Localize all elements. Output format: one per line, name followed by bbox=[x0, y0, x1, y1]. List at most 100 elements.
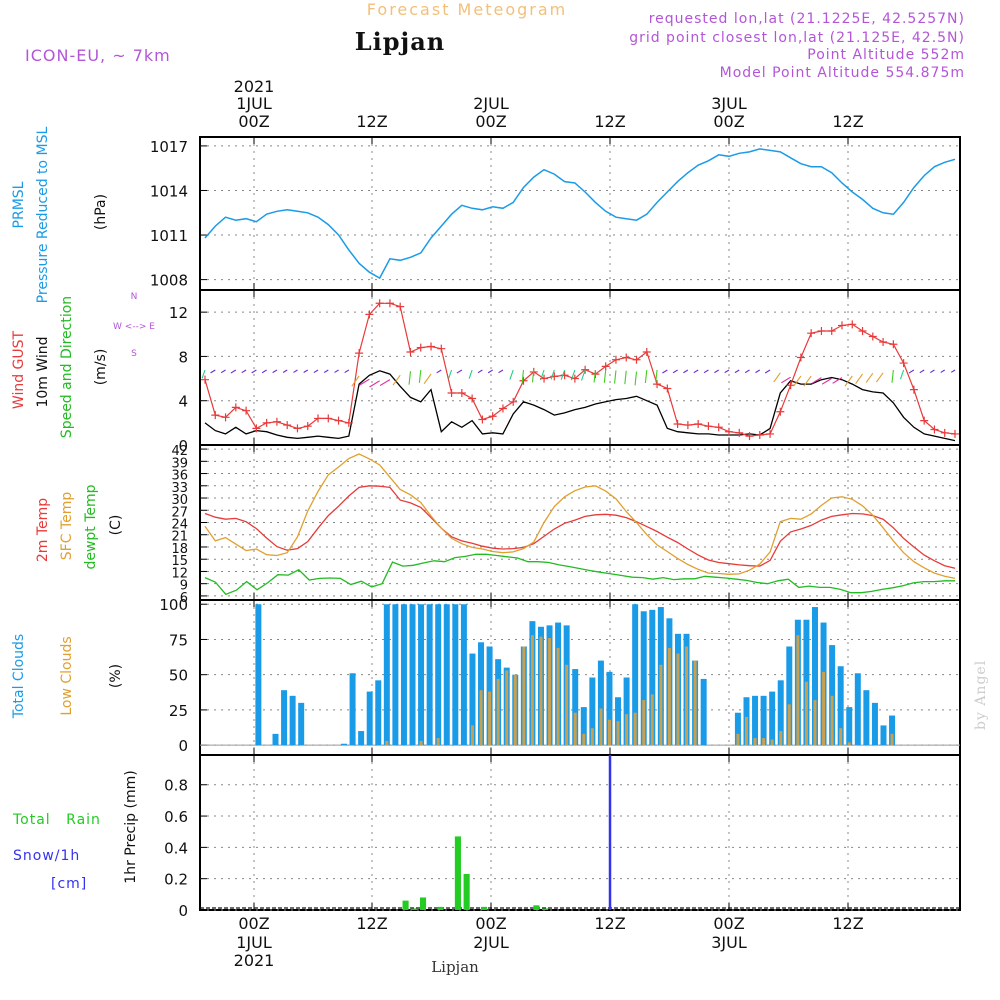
top-hour-5: 00Z bbox=[713, 112, 744, 131]
total-cloud-bar bbox=[341, 743, 348, 746]
gust-point bbox=[827, 326, 836, 335]
low-cloud-bar bbox=[479, 690, 483, 746]
temp-label-4: (C) bbox=[108, 515, 124, 536]
gust-point bbox=[694, 419, 703, 428]
bottom-hour-3: 00Z bbox=[475, 914, 506, 933]
dewpt-line bbox=[204, 553, 955, 596]
low-cloud-bar bbox=[565, 664, 569, 746]
wind-direction-arrow bbox=[570, 369, 576, 381]
wind-label-2: 10m Wind bbox=[35, 336, 51, 407]
compass-we: W <--> E bbox=[113, 322, 155, 332]
gust-point bbox=[663, 384, 672, 393]
gust-point bbox=[211, 411, 220, 420]
gust-point bbox=[755, 431, 764, 440]
y-tick-label: 25 bbox=[169, 702, 188, 720]
gust-point bbox=[796, 353, 805, 362]
gust-point bbox=[735, 428, 744, 437]
gust-point bbox=[745, 432, 754, 441]
total-cloud-bar bbox=[623, 677, 630, 746]
wind-direction-arrow bbox=[919, 369, 925, 374]
total-cloud-bar bbox=[811, 607, 818, 746]
y-tick-label: 6 bbox=[180, 591, 188, 606]
panel-clouds: 0 25 50 75 100 bbox=[159, 596, 961, 756]
low-cloud-bar bbox=[633, 712, 637, 746]
wind-direction-arrow bbox=[908, 369, 915, 374]
temp2m-line bbox=[204, 485, 956, 569]
y-tick-label: 0 bbox=[178, 437, 188, 455]
gust-point bbox=[201, 375, 209, 384]
wind-direction-arrow bbox=[509, 369, 514, 380]
wind-direction-arrow bbox=[408, 371, 412, 385]
panel-frame bbox=[199, 136, 961, 291]
y-tick-label: 8 bbox=[178, 348, 188, 366]
wind-direction-arrow bbox=[940, 369, 946, 373]
total-cloud-bar bbox=[281, 690, 288, 746]
wind-direction-arrow bbox=[477, 369, 483, 374]
gust-point bbox=[817, 326, 826, 335]
low-cloud-bar bbox=[616, 721, 620, 746]
temp-label-2: SFC Temp bbox=[59, 492, 75, 561]
gust-point bbox=[334, 416, 343, 425]
top-hour-4: 12Z bbox=[594, 112, 625, 131]
gust-point bbox=[899, 359, 908, 368]
low-cloud-bar bbox=[590, 728, 594, 746]
total-cloud-bar bbox=[777, 680, 784, 746]
y-tick-label: 33 bbox=[171, 481, 188, 496]
product-title: Forecast Meteogram bbox=[367, 0, 567, 19]
gust-point bbox=[324, 414, 333, 423]
rain-bar bbox=[481, 906, 488, 910]
cloud-labels: Total Clouds Low Clouds (%) bbox=[11, 634, 124, 719]
bottom-hour-4: 12Z bbox=[594, 914, 625, 933]
wind-direction-arrow bbox=[734, 369, 740, 374]
wind-direction-arrow bbox=[323, 369, 329, 373]
y-tick-label: 100 bbox=[159, 596, 188, 614]
total-cloud-bar bbox=[460, 604, 467, 746]
total-cloud-bar bbox=[786, 646, 793, 746]
compass-north: N bbox=[131, 292, 138, 302]
gust-point bbox=[519, 376, 528, 385]
y-tick-label: 24 bbox=[171, 518, 188, 533]
gust-point bbox=[704, 422, 713, 431]
gust-point bbox=[776, 407, 785, 416]
wind-direction-arrow bbox=[714, 369, 719, 374]
low-cloud-bar bbox=[505, 670, 509, 746]
panel-precip: 0 0.2 0.4 0.6 0.8 bbox=[164, 754, 961, 920]
gust-point bbox=[940, 428, 949, 437]
total-cloud-bar bbox=[829, 645, 836, 746]
y-tick-label: 0.4 bbox=[164, 839, 188, 857]
total-cloud-bar bbox=[597, 660, 604, 746]
total-cloud-bar bbox=[752, 695, 759, 746]
low-cloud-bar bbox=[573, 712, 577, 746]
low-cloud-bar bbox=[676, 653, 680, 746]
low-cloud-bar bbox=[744, 716, 748, 746]
wind-direction-arrow bbox=[693, 369, 699, 374]
y-tick-label: 21 bbox=[171, 530, 188, 545]
wind-direction-arrow bbox=[468, 369, 473, 379]
low-cloud-bar bbox=[830, 695, 834, 746]
gust-point bbox=[365, 310, 374, 319]
wind-labels: Wind GUST 10m Wind Speed and Direction (… bbox=[11, 292, 155, 438]
wind-direction-arrow bbox=[448, 369, 453, 379]
low-cloud-bar bbox=[470, 725, 474, 746]
wind-direction-arrow bbox=[755, 369, 761, 374]
total-cloud-bar bbox=[649, 609, 656, 746]
gust-point bbox=[293, 424, 302, 433]
wind-direction-arrow bbox=[272, 369, 278, 374]
y-tick-label: 12 bbox=[171, 566, 188, 581]
gust-point bbox=[868, 332, 877, 341]
gust-point bbox=[478, 415, 487, 424]
cloud-label-1: Total Clouds bbox=[11, 634, 27, 719]
gust-point bbox=[858, 326, 867, 335]
gust-point bbox=[837, 321, 846, 330]
wind-direction-arrow bbox=[724, 369, 730, 374]
rain-bar bbox=[402, 900, 409, 910]
bottom-day-5: 3JUL bbox=[711, 933, 747, 952]
low-cloud-bar bbox=[822, 671, 826, 746]
wind-direction-arrow bbox=[351, 375, 360, 387]
wind-direction-arrow bbox=[855, 373, 863, 384]
temp-labels: 2m Temp SFC Temp dewpt Temp (C) bbox=[35, 484, 124, 569]
wind-direction-arrow bbox=[899, 369, 905, 380]
total-cloud-bar bbox=[435, 604, 442, 746]
low-cloud-bar bbox=[685, 646, 689, 746]
wind-direction-arrow bbox=[313, 369, 319, 374]
